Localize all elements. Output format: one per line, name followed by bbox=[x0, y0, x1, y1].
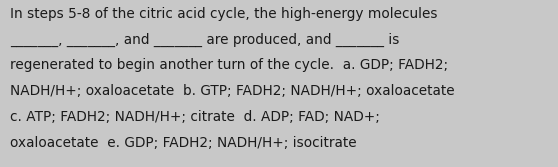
Text: c. ATP; FADH2; NADH/H+; citrate  d. ADP; FAD; NAD+;: c. ATP; FADH2; NADH/H+; citrate d. ADP; … bbox=[10, 110, 380, 124]
Text: In steps 5-8 of the citric acid cycle, the high-energy molecules: In steps 5-8 of the citric acid cycle, t… bbox=[10, 7, 437, 21]
Text: oxaloacetate  e. GDP; FADH2; NADH/H+; isocitrate: oxaloacetate e. GDP; FADH2; NADH/H+; iso… bbox=[10, 136, 357, 150]
Text: _______, _______, and _______ are produced, and _______ is: _______, _______, and _______ are produc… bbox=[10, 33, 400, 47]
Text: NADH/H+; oxaloacetate  b. GTP; FADH2; NADH/H+; oxaloacetate: NADH/H+; oxaloacetate b. GTP; FADH2; NAD… bbox=[10, 84, 455, 98]
Text: regenerated to begin another turn of the cycle.  a. GDP; FADH2;: regenerated to begin another turn of the… bbox=[10, 58, 448, 72]
